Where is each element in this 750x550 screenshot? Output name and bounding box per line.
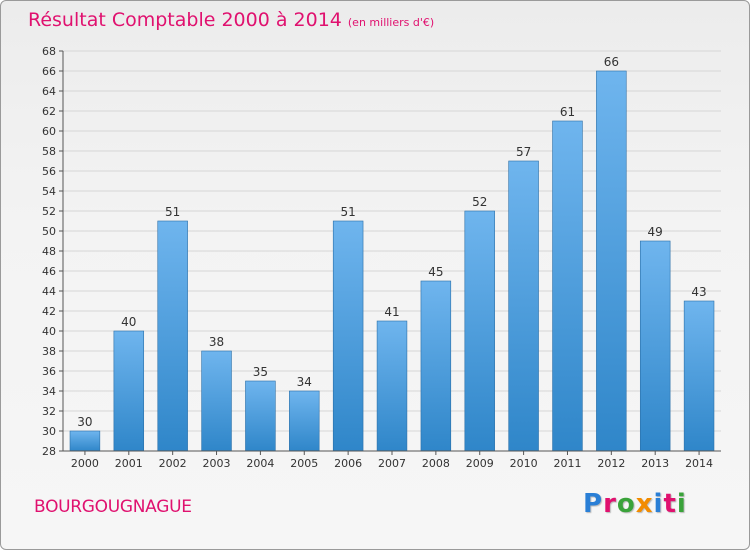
data-label: 51 (340, 205, 355, 219)
y-tick-label: 60 (42, 125, 56, 138)
bar (639, 240, 671, 452)
x-tick-label: 2001 (115, 457, 143, 470)
bar (245, 380, 276, 452)
axes (62, 51, 721, 452)
data-label: 40 (121, 315, 136, 329)
bar (289, 390, 320, 452)
logo-letter: t (663, 489, 677, 519)
y-tick-label: 32 (42, 405, 56, 418)
x-tick-label: 2014 (685, 457, 713, 470)
x-tick-label: 2000 (71, 457, 99, 470)
logo-letter: P (583, 489, 604, 519)
bar (113, 330, 145, 452)
x-tick-label: 2010 (510, 457, 538, 470)
y-tick-label: 42 (42, 305, 56, 318)
data-labels: 30 40 51 38 35 34 51 41 45 52 57 61 66 49 43 (77, 55, 706, 429)
bar (69, 430, 101, 452)
bar (201, 350, 232, 452)
bar (508, 160, 539, 452)
data-label: 66 (604, 55, 619, 69)
x-tick-label: 2011 (553, 457, 581, 470)
proxiti-logo: Proxiti (583, 489, 687, 519)
bars (69, 70, 715, 452)
bar (332, 220, 364, 452)
data-label: 41 (384, 305, 399, 319)
logo-letter: i (676, 489, 687, 519)
x-tick-label: 2007 (378, 457, 406, 470)
y-tick-label: 34 (42, 385, 56, 398)
data-label: 57 (516, 145, 531, 159)
y-tick-label: 38 (42, 345, 56, 358)
data-label: 51 (165, 205, 180, 219)
bar (157, 220, 188, 452)
y-tick-label: 56 (42, 165, 56, 178)
bar (683, 300, 715, 452)
logo-letter: o (616, 489, 636, 519)
bar (464, 210, 495, 452)
y-tick-label: 50 (42, 225, 56, 238)
data-label: 34 (297, 375, 312, 389)
x-tick-label: 2013 (641, 457, 669, 470)
y-tick-label: 36 (42, 365, 56, 378)
data-label: 61 (560, 105, 575, 119)
x-tick-label: 2006 (334, 457, 362, 470)
chart-title-block: Résultat Comptable 2000 à 2014 (en millie… (28, 9, 434, 31)
data-label: 38 (209, 335, 224, 349)
y-tick-label: 66 (42, 65, 56, 78)
commune-name: BOURGOUGNAGUE (34, 497, 192, 517)
y-tick-label: 52 (42, 205, 56, 218)
y-tick-label: 64 (42, 85, 56, 98)
y-tick-label: 28 (42, 445, 56, 458)
data-label: 43 (691, 285, 706, 299)
y-tick-label: 68 (42, 45, 56, 58)
bar (552, 120, 583, 452)
x-tick-label: 2004 (246, 457, 274, 470)
y-tick-label: 58 (42, 145, 56, 158)
chart-subtitle: (en milliers d'€) (347, 16, 435, 29)
data-label: 52 (472, 195, 487, 209)
x-tick-label: 2008 (422, 457, 450, 470)
y-axis-ticks: 28 30 32 34 36 38 40 42 44 46 48 50 52 54 56 58 60 62 64 66… (42, 45, 63, 458)
x-tick-label: 2003 (203, 457, 231, 470)
y-tick-label: 62 (42, 105, 56, 118)
data-label: 45 (428, 265, 443, 279)
y-tick-label: 46 (42, 265, 56, 278)
data-label: 35 (253, 365, 268, 379)
logo-letter: i (653, 489, 664, 519)
data-label: 49 (648, 225, 663, 239)
y-tick-label: 44 (42, 285, 56, 298)
y-tick-label: 48 (42, 245, 56, 258)
x-tick-label: 2005 (290, 457, 318, 470)
chart-title: Résultat Comptable 2000 à 2014 (28, 9, 342, 31)
logo-letter: r (603, 489, 617, 519)
x-tick-label: 2009 (466, 457, 494, 470)
y-tick-label: 54 (42, 185, 56, 198)
bar (376, 320, 408, 452)
x-axis-ticks: 2000 2001 2002 2003 2004 2005 2006 2007 2008 2009… (71, 451, 713, 470)
data-label: 30 (77, 415, 92, 429)
logo-letter: x (635, 489, 654, 519)
x-tick-label: 2012 (597, 457, 625, 470)
y-tick-label: 40 (42, 325, 56, 338)
y-tick-label: 30 (42, 425, 56, 438)
bar (420, 280, 452, 452)
bar (596, 70, 627, 452)
x-tick-label: 2002 (159, 457, 187, 470)
